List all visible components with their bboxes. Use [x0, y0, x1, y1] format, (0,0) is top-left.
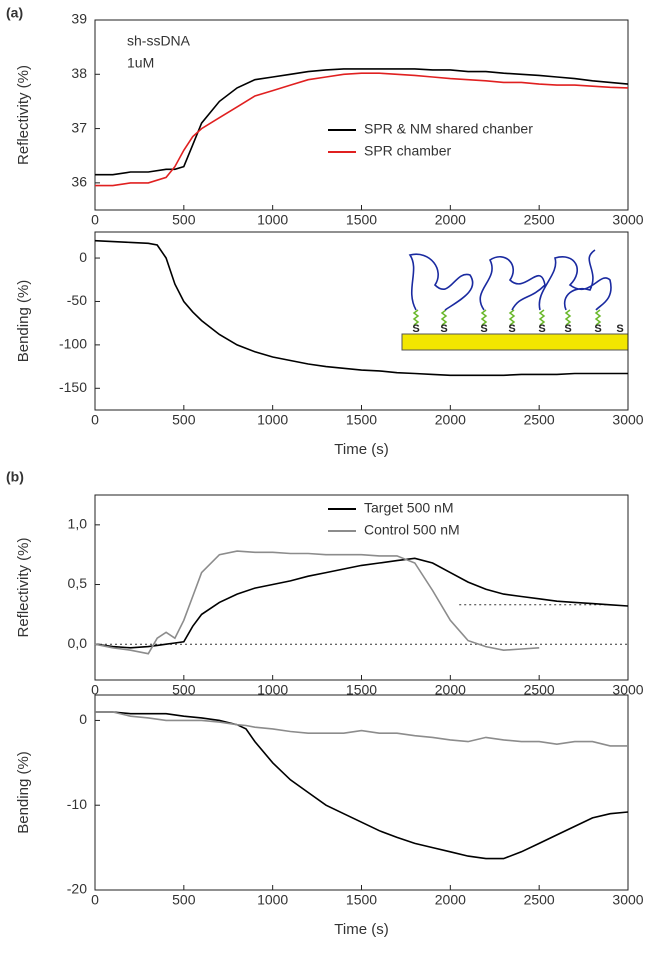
y-tick-label: 1,0 — [68, 516, 88, 532]
x-tick-label: 1500 — [346, 682, 377, 698]
inset-label: S — [440, 323, 447, 335]
legend-label: SPR chamber — [364, 143, 451, 159]
inset-label: S — [616, 323, 623, 335]
inset-label: S — [508, 323, 515, 335]
y-tick-label: 0,5 — [68, 575, 88, 591]
x-tick-label: 2500 — [524, 412, 555, 428]
x-tick-label: 3000 — [612, 682, 643, 698]
annotation: sh-ssDNA — [127, 33, 191, 49]
y-tick-label: 0,0 — [68, 635, 88, 651]
y-axis-title: Bending (%) — [15, 280, 32, 363]
x-axis-title: Time (s) — [334, 921, 388, 938]
plot-frame — [94, 231, 629, 411]
data-line — [95, 72, 629, 187]
y-tick-label: -100 — [59, 336, 87, 352]
x-tick-label: 3000 — [612, 892, 643, 908]
x-tick-label: 1000 — [257, 682, 288, 698]
x-tick-label: 1500 — [346, 892, 377, 908]
data-line — [95, 68, 629, 176]
x-tick-label: 2000 — [435, 212, 466, 228]
y-tick-label: -50 — [67, 292, 87, 308]
x-tick-label: 1000 — [257, 412, 288, 428]
x-tick-label: 500 — [172, 682, 196, 698]
x-tick-label: 2500 — [524, 892, 555, 908]
y-axis-title: Reflectivity (%) — [15, 65, 32, 165]
inset-label: S — [594, 323, 601, 335]
inset-label: S — [538, 323, 545, 335]
panel-label: (a) — [6, 5, 23, 21]
plot-frame — [94, 694, 629, 891]
y-tick-label: 38 — [71, 65, 87, 81]
y-axis-title: Reflectivity (%) — [15, 537, 32, 637]
x-tick-label: 0 — [91, 412, 99, 428]
x-tick-label: 1500 — [346, 212, 377, 228]
annotation: 1uM — [127, 55, 154, 71]
data-line — [94, 239, 628, 377]
data-line — [95, 711, 629, 860]
x-tick-label: 2000 — [435, 412, 466, 428]
data-line — [95, 711, 628, 747]
y-tick-label: 37 — [71, 119, 87, 135]
x-tick-label: 2500 — [524, 682, 555, 698]
y-tick-label: -20 — [67, 881, 87, 897]
panel-label: (b) — [6, 469, 24, 485]
x-tick-label: 500 — [172, 892, 196, 908]
dna-strands — [408, 249, 612, 311]
x-tick-label: 1500 — [346, 412, 377, 428]
legend-label: SPR & NM shared chanber — [364, 121, 533, 137]
legend-label: Target 500 nM — [364, 500, 454, 516]
y-tick-label: -150 — [59, 379, 87, 395]
x-tick-label: 2000 — [435, 892, 466, 908]
inset-label: S — [412, 323, 419, 335]
x-axis-title: Time (s) — [334, 441, 388, 458]
x-tick-label: 1000 — [257, 892, 288, 908]
x-tick-label: 0 — [91, 892, 99, 908]
y-tick-label: 36 — [71, 174, 87, 190]
substrate — [401, 333, 629, 351]
x-tick-label: 3000 — [612, 412, 643, 428]
x-tick-label: 0 — [91, 682, 99, 698]
x-tick-label: 0 — [91, 212, 99, 228]
inset-diagram — [401, 249, 629, 351]
y-axis-title: Bending (%) — [15, 751, 32, 834]
y-tick-label: 0 — [79, 711, 87, 727]
inset-label: S — [480, 323, 487, 335]
x-tick-label: 1000 — [257, 212, 288, 228]
linkers — [412, 309, 602, 326]
x-tick-label: 500 — [172, 212, 196, 228]
data-line — [94, 550, 540, 655]
plot-frame — [94, 494, 629, 681]
x-tick-label: 2000 — [435, 682, 466, 698]
x-tick-label: 2500 — [524, 212, 555, 228]
data-line — [94, 557, 629, 649]
y-tick-label: 0 — [79, 249, 87, 265]
x-tick-label: 500 — [172, 412, 196, 428]
x-tick-label: 3000 — [612, 212, 643, 228]
legend-label: Control 500 nM — [364, 522, 460, 538]
inset-label: S — [564, 323, 571, 335]
y-tick-label: 39 — [71, 11, 87, 27]
y-tick-label: -10 — [67, 796, 87, 812]
